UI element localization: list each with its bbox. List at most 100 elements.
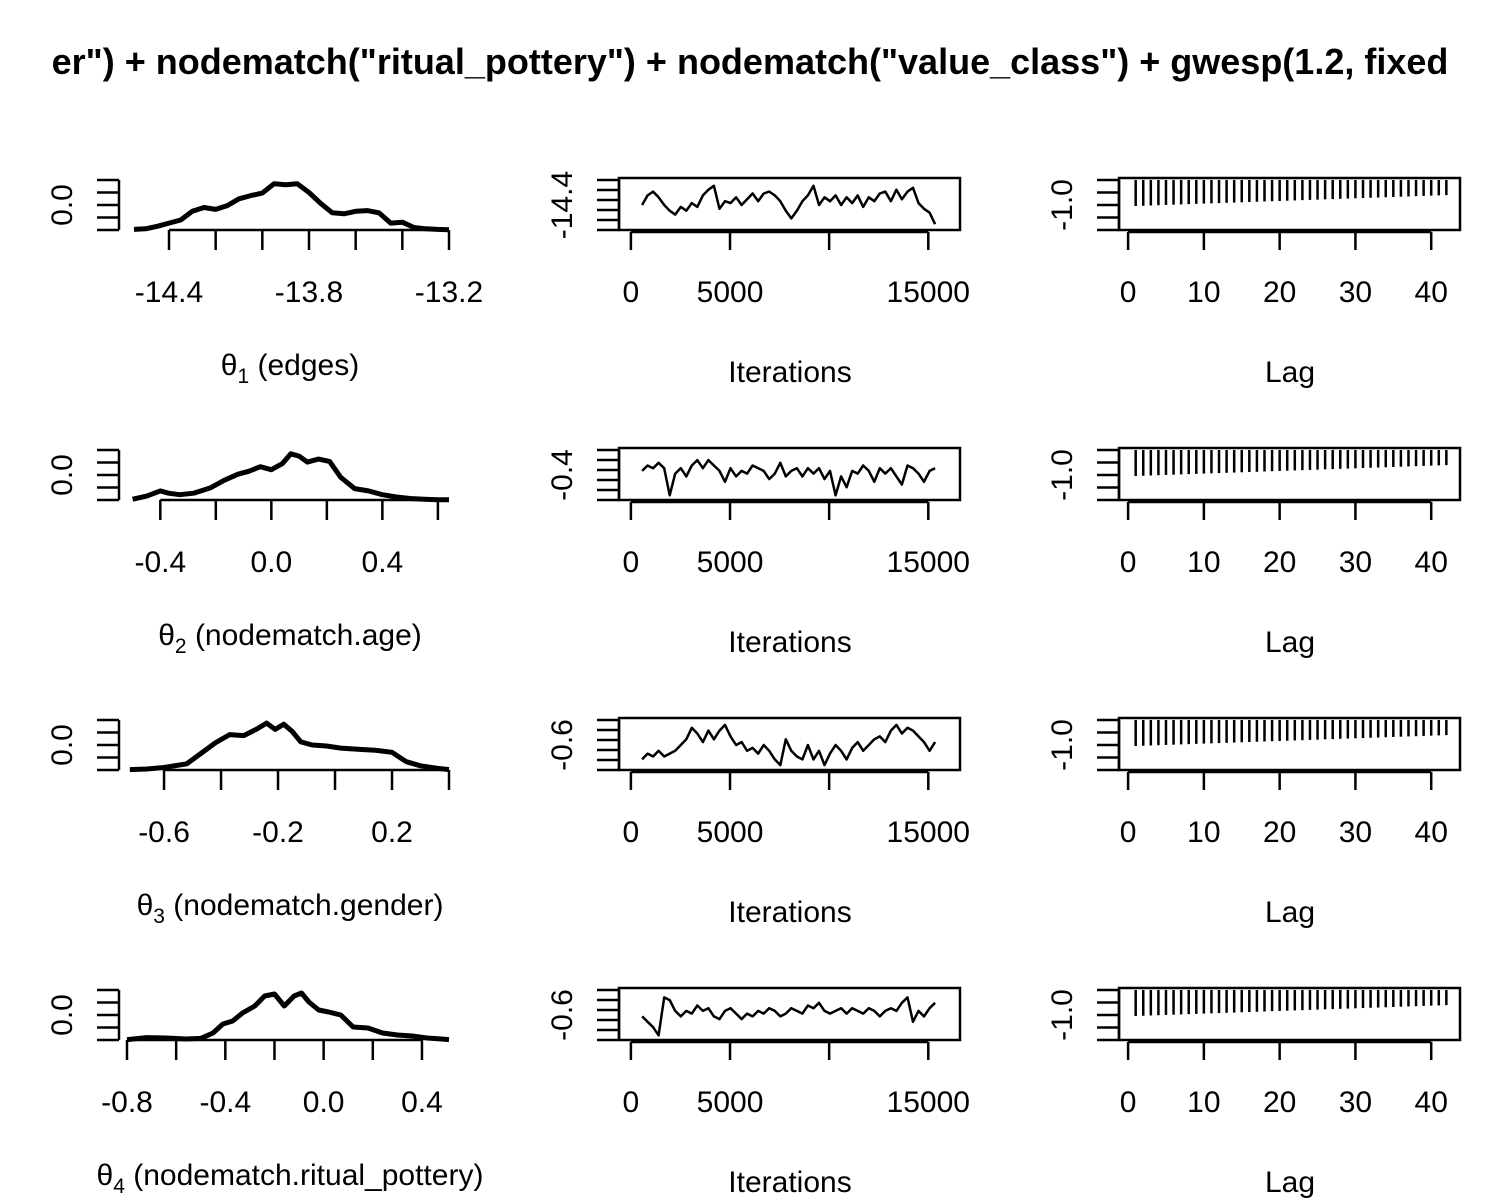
x-axis-title: θ4 (nodematch.ritual_pottery): [97, 1159, 484, 1198]
x-tick-label: -0.8: [101, 1086, 153, 1119]
density-curve: [133, 181, 450, 233]
x-axis-title: Lag: [1265, 356, 1315, 389]
y-tick-label: -0.4: [546, 449, 579, 501]
panel-grid: 0.0-14.4 -13.8 -13.2θ1 (edges)-14.40 5000 15…: [46, 171, 1462, 1199]
panel-density-1: 0.0 -14.4 -13.8 -13.2 θ1 (edges): [46, 178, 483, 388]
x-tick-label: 0: [1120, 276, 1137, 309]
x-tick-label: 20: [1263, 546, 1296, 579]
panel-trace-1: -14.4 0 5000 15000 Iterations: [546, 171, 970, 389]
y-tick-label: 0.0: [46, 994, 79, 1036]
param-index: 4: [113, 1175, 125, 1198]
x-tick-label: 0.4: [401, 1086, 443, 1119]
x-tick-label: 5000: [697, 276, 764, 309]
x-tick-label: 15000: [887, 276, 970, 309]
y-tick-label: 0.0: [46, 454, 79, 496]
x-tick-label: 10: [1187, 1086, 1220, 1119]
y-tick-label: -1.0: [1046, 989, 1079, 1041]
param-index: 3: [153, 905, 165, 928]
x-tick-label: 10: [1187, 816, 1220, 849]
x-tick-label: 0: [623, 1086, 640, 1119]
x-tick-label: 30: [1339, 816, 1372, 849]
density-curve: [129, 720, 450, 773]
x-tick-label: 40: [1415, 276, 1448, 309]
y-tick-label: -1.0: [1046, 449, 1079, 501]
trace-line: [641, 184, 937, 225]
x-tick-label: 30: [1339, 276, 1372, 309]
x-tick-label: 40: [1415, 546, 1448, 579]
x-tick-label: 0: [623, 276, 640, 309]
x-tick-label: 0: [1120, 1086, 1137, 1119]
y-tick-label: 0.0: [46, 184, 79, 226]
x-axis-title: Iterations: [728, 1166, 851, 1199]
y-tick-label: -1.0: [1046, 719, 1079, 771]
x-axis-title: Lag: [1265, 1166, 1315, 1199]
panel-autocorrelation-4: -1.0 0 10 20 30 40 Lag: [1046, 986, 1462, 1199]
param-symbol: θ: [137, 889, 154, 922]
param-index: 2: [175, 635, 187, 658]
param-name: (nodematch.ritual_pottery): [125, 1159, 484, 1192]
param-name: (edges): [249, 349, 359, 382]
density-curve: [126, 990, 450, 1043]
param-index: 1: [237, 365, 249, 388]
x-axis-title: θ1 (edges): [221, 349, 359, 388]
x-tick-label: 40: [1415, 1086, 1448, 1119]
panel-density-3: 0.0 -0.6 -0.2 0.2 θ3 (nodematch.gender): [46, 718, 451, 928]
panel-autocorrelation-3: -1.0 0 10 20 30 40 Lag: [1046, 716, 1462, 929]
x-tick-label: 0.4: [362, 546, 404, 579]
x-axis-title: θ2 (nodematch.age): [158, 619, 422, 658]
x-tick-label: 15000: [887, 546, 970, 579]
x-tick-label: 5000: [697, 816, 764, 849]
x-tick-label: 0: [1120, 546, 1137, 579]
trace-line: [641, 996, 936, 1037]
panel-trace-4: -0.6 0 5000 15000 Iterations: [546, 986, 970, 1199]
x-tick-label: 30: [1339, 546, 1372, 579]
x-axis-title: Iterations: [728, 896, 851, 929]
panel-autocorrelation-2: -1.0 0 10 20 30 40 Lag: [1046, 446, 1462, 659]
y-tick-label: 0.0: [46, 724, 79, 766]
panel-trace-2: -0.4 0 5000 15000 Iterations: [546, 446, 970, 659]
x-tick-label: 10: [1187, 546, 1220, 579]
x-tick-label: 0.0: [303, 1086, 345, 1119]
x-axis-title: θ3 (nodematch.gender): [137, 889, 444, 928]
y-tick-label: -0.6: [546, 719, 579, 771]
x-tick-label: 5000: [697, 546, 764, 579]
panel-trace-3: -0.6 0 5000 15000 Iterations: [546, 716, 970, 929]
param-symbol: θ: [97, 1159, 114, 1192]
x-tick-label: 0.0: [250, 546, 292, 579]
trace-line: [641, 723, 937, 767]
x-tick-label: 40: [1415, 816, 1448, 849]
x-tick-label: -0.4: [199, 1086, 251, 1119]
y-tick-label: -0.6: [546, 989, 579, 1041]
panel-density-2: 0.0 -0.4 0.0 0.4 θ2 (nodematch.age): [46, 448, 450, 658]
x-tick-label: 15000: [887, 816, 970, 849]
x-axis-title: Iterations: [728, 356, 851, 389]
x-tick-label: -14.4: [135, 276, 203, 309]
trace-line: [641, 458, 936, 497]
x-axis-title: Iterations: [728, 626, 851, 659]
param-name: (nodematch.gender): [165, 889, 444, 922]
x-tick-label: 0.2: [371, 816, 413, 849]
panel-autocorrelation-1: -1.0 0 10 20 30 40 Lag: [1046, 176, 1462, 389]
x-tick-label: 20: [1263, 276, 1296, 309]
x-tick-label: 0: [623, 816, 640, 849]
x-axis-title: Lag: [1265, 896, 1315, 929]
x-tick-label: -0.2: [252, 816, 304, 849]
param-symbol: θ: [158, 619, 175, 652]
panel-density-4: 0.0 -0.8 -0.4 0.0 0.4 θ4 (nodematch.ritual_po…: [46, 988, 484, 1198]
x-tick-label: 0: [1120, 816, 1137, 849]
x-tick-label: 15000: [887, 1086, 970, 1119]
x-axis-title: Lag: [1265, 626, 1315, 659]
param-name: (nodematch.age): [187, 619, 422, 652]
x-tick-label: 5000: [697, 1086, 764, 1119]
x-tick-label: -0.4: [134, 546, 186, 579]
y-tick-label: -1.0: [1046, 179, 1079, 231]
y-tick-label: -14.4: [546, 171, 579, 239]
x-tick-label: 20: [1263, 1086, 1296, 1119]
x-tick-label: 30: [1339, 1086, 1372, 1119]
x-tick-label: 20: [1263, 816, 1296, 849]
param-symbol: θ: [221, 349, 238, 382]
density-curve: [132, 451, 450, 503]
x-tick-label: 10: [1187, 276, 1220, 309]
